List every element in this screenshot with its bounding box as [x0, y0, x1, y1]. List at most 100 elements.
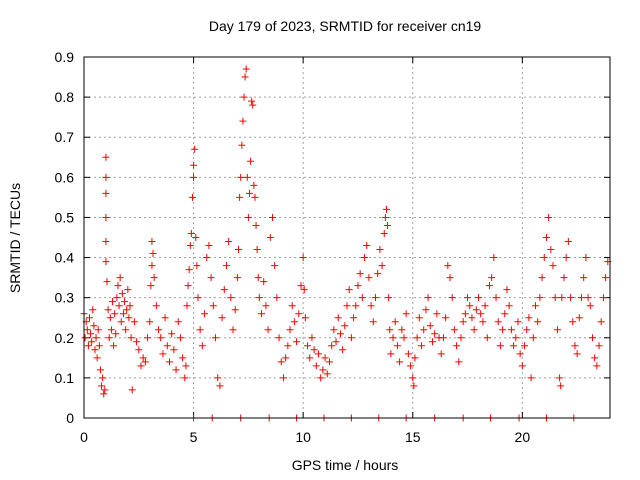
data-point: [93, 354, 101, 362]
data-point: [273, 294, 281, 302]
data-point: [415, 314, 423, 322]
data-point: [516, 350, 524, 358]
data-point: [183, 302, 191, 310]
data-point: [121, 298, 129, 306]
data-point: [336, 330, 344, 338]
data-point: [96, 366, 104, 374]
data-point: [393, 342, 401, 350]
data-point: [218, 314, 226, 322]
data-point: [241, 73, 249, 81]
data-point: [553, 326, 561, 334]
data-point: [128, 386, 136, 394]
data-point: [95, 342, 103, 350]
data-point: [439, 334, 447, 342]
data-point: [466, 302, 474, 310]
data-point: [127, 334, 135, 342]
data-point: [155, 326, 163, 334]
data-point: [94, 326, 102, 334]
data-point: [521, 342, 529, 350]
data-point: [398, 326, 406, 334]
data-point: [391, 318, 399, 326]
data-point: [264, 326, 272, 334]
data-point: [381, 213, 389, 221]
data-point: [253, 246, 261, 254]
data-point: [186, 242, 194, 250]
data-point: [148, 238, 156, 246]
data-point: [117, 318, 125, 326]
data-point: [118, 290, 126, 298]
data-point: [277, 358, 285, 366]
data-point: [586, 302, 594, 310]
data-point: [126, 302, 134, 310]
data-point: [244, 213, 252, 221]
data-point: [499, 326, 507, 334]
data-point: [332, 338, 340, 346]
data-point: [239, 117, 247, 125]
data-point: [102, 173, 110, 181]
data-point: [295, 310, 303, 318]
data-point: [409, 374, 417, 382]
data-point: [214, 374, 222, 382]
data-point: [387, 350, 395, 358]
data-point: [196, 326, 204, 334]
data-point: [420, 326, 428, 334]
data-point: [358, 294, 366, 302]
data-point: [111, 310, 119, 318]
data-point: [161, 314, 169, 322]
tick-label-y: 0.8: [55, 89, 75, 105]
tick-label-y: 0.5: [55, 209, 75, 225]
data-point: [250, 181, 258, 189]
data-point: [91, 346, 99, 354]
data-point: [251, 193, 259, 201]
data-point: [505, 302, 513, 310]
data-point: [144, 334, 152, 342]
data-point: [190, 173, 198, 181]
data-point: [188, 193, 196, 201]
data-point: [88, 338, 96, 346]
data-point: [119, 310, 127, 318]
data-point: [444, 262, 452, 270]
data-point: [279, 374, 287, 382]
data-point: [571, 342, 579, 350]
data-point: [547, 246, 555, 254]
data-point: [529, 334, 537, 342]
tick-label-x: 20: [515, 429, 531, 445]
data-point: [141, 358, 149, 366]
data-point: [384, 221, 392, 229]
data-point: [231, 306, 239, 314]
data-point: [317, 374, 325, 382]
data-point: [123, 306, 131, 314]
data-point: [100, 390, 108, 398]
data-point: [255, 294, 263, 302]
data-point: [271, 262, 279, 270]
data-point: [102, 238, 110, 246]
data-point: [310, 346, 318, 354]
data-point: [479, 318, 487, 326]
data-point: [402, 310, 410, 318]
data-point: [371, 294, 379, 302]
data-point: [376, 246, 384, 254]
data-point: [501, 310, 509, 318]
axis-ticks: 0 0.1 0.2 0.3 0.4 0.5 0.6 0.7 0.8 0.9 0 5 10 15 20: [55, 49, 610, 445]
data-point: [113, 294, 121, 302]
data-point: [262, 302, 270, 310]
data-point: [483, 334, 491, 342]
data-point: [426, 322, 434, 330]
data-point: [110, 342, 118, 350]
data-point: [573, 350, 581, 358]
data-point: [290, 318, 298, 326]
data-point: [182, 362, 190, 370]
data-point: [461, 310, 469, 318]
data-point: [147, 282, 155, 290]
data-point: [512, 334, 520, 342]
data-point: [578, 294, 586, 302]
data-point: [150, 274, 158, 282]
data-point: [448, 294, 456, 302]
data-point: [168, 330, 176, 338]
data-point: [201, 310, 209, 318]
data-point: [422, 306, 430, 314]
data-point: [227, 294, 235, 302]
data-point: [352, 302, 360, 310]
data-point: [268, 213, 276, 221]
data-point: [159, 350, 167, 358]
